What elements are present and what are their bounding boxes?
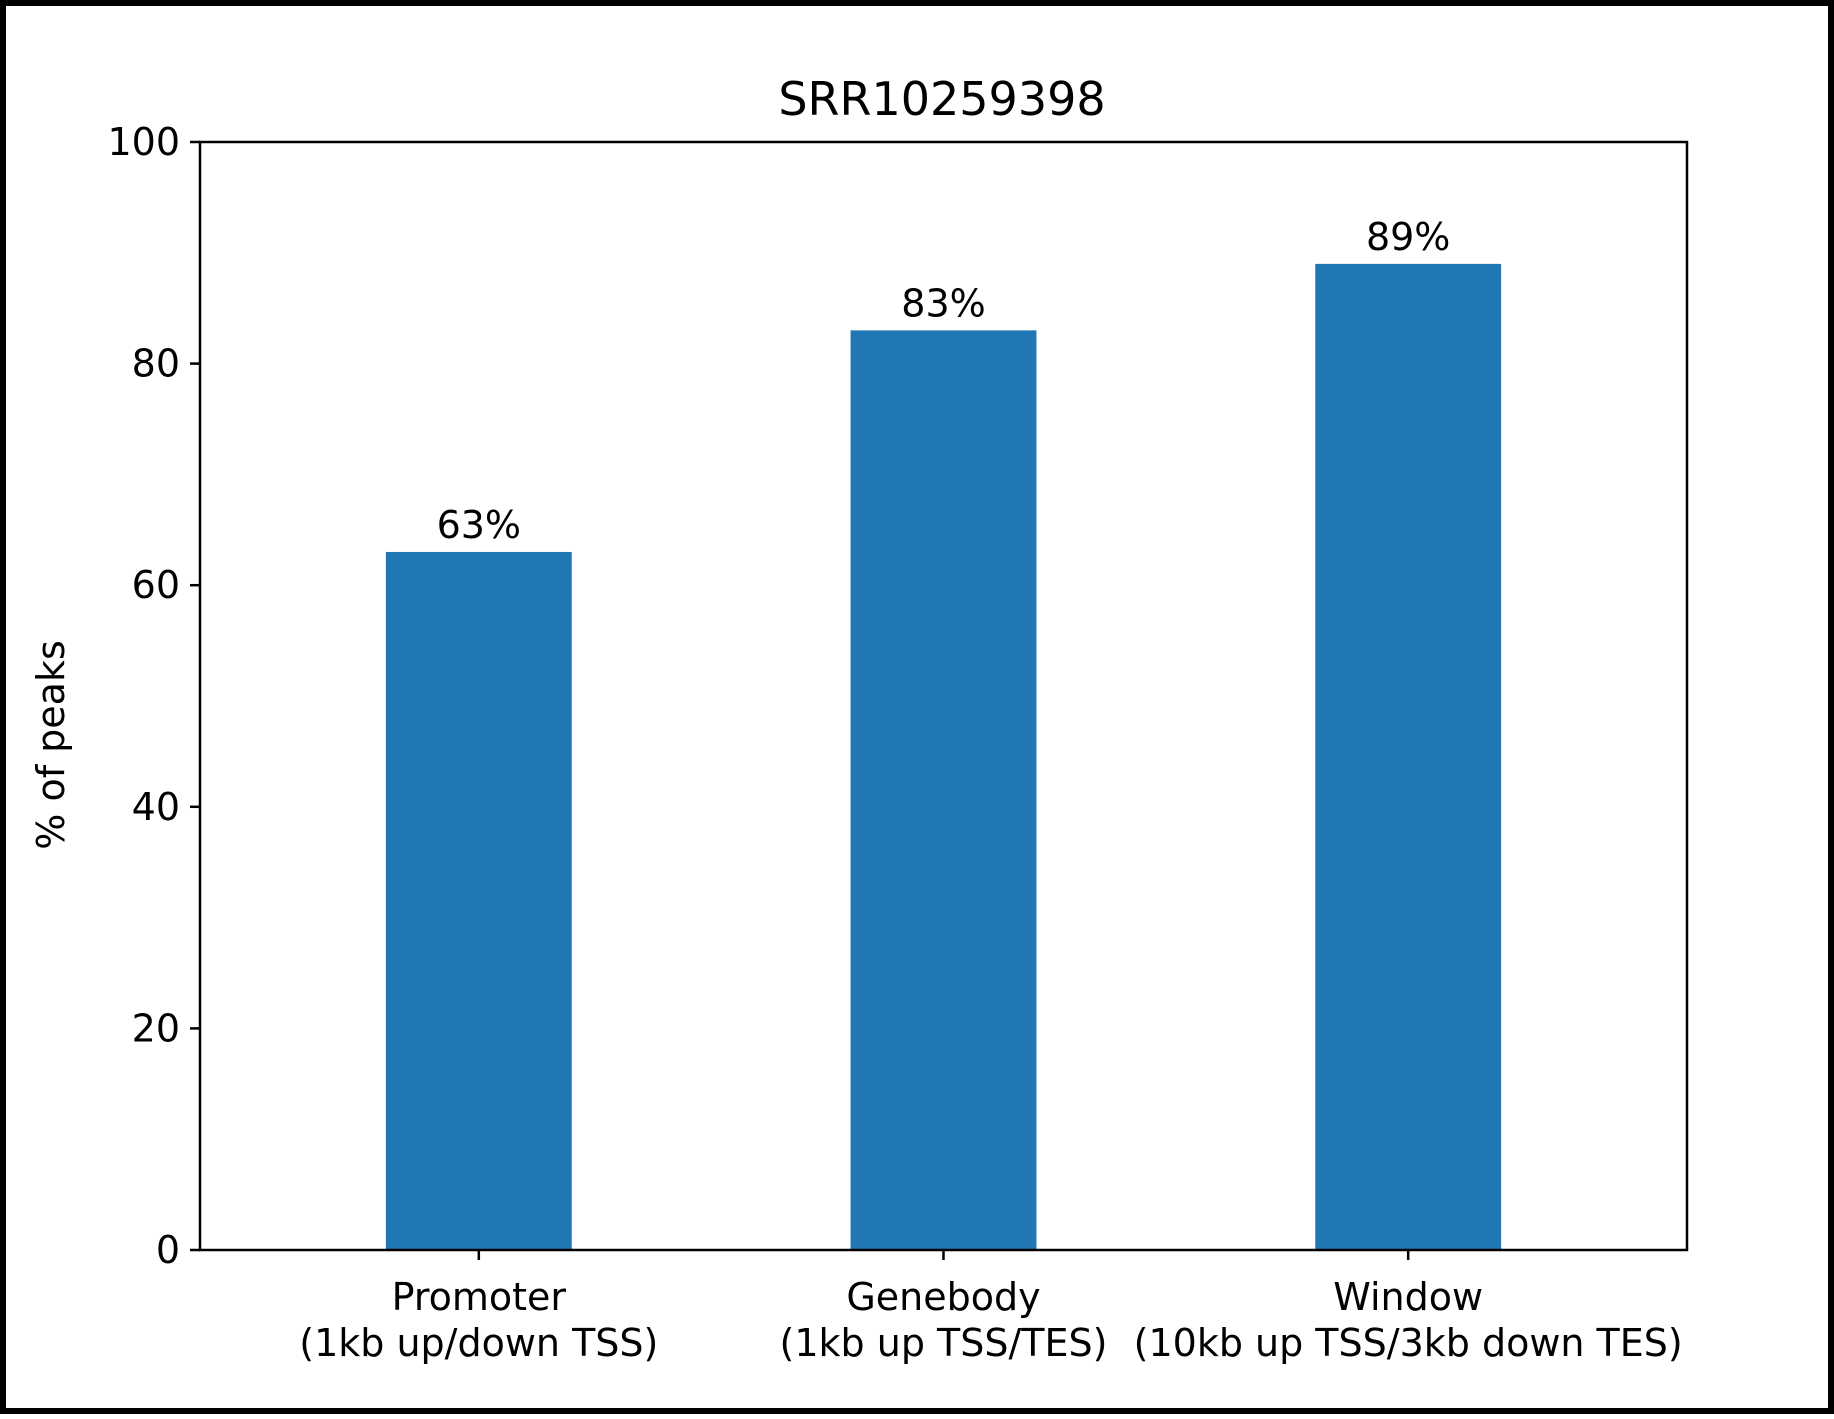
x-axis-ticks: Promoter (1kb up/down TSS) Genebody (1kb up… — [299, 1250, 1683, 1365]
y-tick-label-60: 60 — [132, 563, 180, 607]
bar-3 — [1315, 263, 1502, 1250]
y-tick-label-20: 20 — [132, 1006, 180, 1050]
y-tick-label-100: 100 — [107, 120, 180, 164]
y-axis-label: % of peaks — [29, 640, 73, 849]
bar-value-label-1: 63% — [437, 503, 521, 547]
x-tick-label-3: Window (10kb up TSS/3kb down TES) — [1134, 1275, 1683, 1365]
bar-value-label-3: 89% — [1366, 215, 1450, 259]
y-tick-label-40: 40 — [132, 785, 180, 829]
bars-group — [385, 263, 1502, 1250]
x-tick-label-1: Promoter (1kb up/down TSS) — [299, 1275, 658, 1365]
y-axis-ticks: 0 20 40 60 80 100 — [107, 120, 200, 1272]
bar-value-label-2: 83% — [901, 281, 985, 325]
x-tick-label-2: Genebody (1kb up TSS/TES) — [780, 1275, 1108, 1365]
data-labels-group: 63% 83% 89% — [437, 215, 1451, 547]
y-tick-label-0: 0 — [156, 1228, 180, 1272]
bar-1 — [385, 551, 572, 1250]
plot-area-frame — [198, 140, 1689, 1252]
bar-2 — [850, 330, 1037, 1250]
y-tick-label-80: 80 — [132, 342, 180, 386]
chart-title: SRR10259398 — [778, 72, 1105, 126]
